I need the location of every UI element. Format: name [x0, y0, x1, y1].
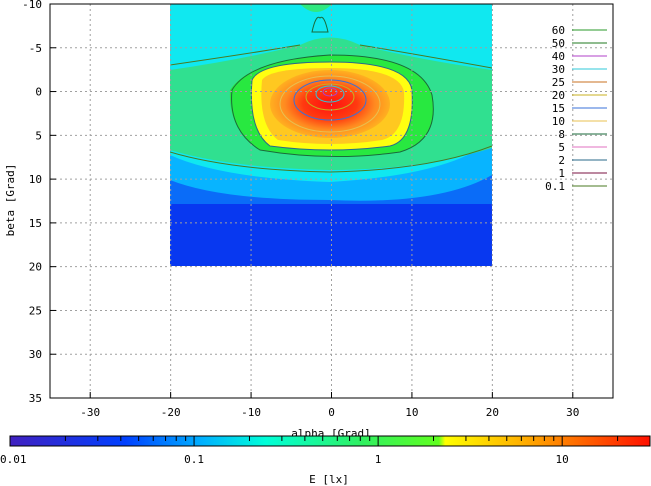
y-axis-ticks: -10 -5 0 5 10 15 20 25 30 35 — [22, 0, 56, 405]
y-tick-label: 5 — [35, 129, 42, 142]
y-tick-label: 25 — [29, 304, 42, 317]
y-tick-label: 0 — [35, 86, 42, 99]
x-tick-label: 0 — [328, 406, 335, 419]
x-tick-label: 20 — [486, 406, 499, 419]
legend-label: 30 — [552, 63, 565, 76]
legend-label: 2 — [558, 154, 565, 167]
colorbar-tick-label: 1 — [375, 453, 382, 466]
x-tick-label: -10 — [241, 406, 261, 419]
y-tick-label: 20 — [29, 261, 42, 274]
legend-label: 15 — [552, 102, 565, 115]
legend-label: 60 — [552, 24, 565, 37]
y-tick-label: 10 — [29, 173, 42, 186]
legend-label: 10 — [552, 115, 565, 128]
contour-lines — [170, 16, 492, 173]
colorbar-tick-label: 0.01 — [0, 453, 27, 466]
y-axis-label: beta [Grad] — [4, 164, 17, 237]
legend-label: 50 — [552, 37, 565, 50]
colorbar: 0.01 0.1 1 10 E [lx] — [0, 435, 651, 486]
y-tick-label: 35 — [29, 392, 42, 405]
legend-label: 5 — [558, 141, 565, 154]
y-tick-label: 30 — [29, 348, 42, 361]
colorbar-label: E [lx] — [309, 473, 349, 486]
legend-label: 20 — [552, 89, 565, 102]
legend-label: 25 — [552, 76, 565, 89]
legend-label: 1 — [558, 167, 565, 180]
colorbar-tick-label: 0.1 — [184, 453, 204, 466]
y-tick-label: 15 — [29, 217, 42, 230]
x-tick-label: -30 — [80, 406, 100, 419]
colorbar-tick-label: 10 — [556, 453, 569, 466]
y-tick-label: -10 — [22, 0, 42, 11]
x-tick-label: 30 — [566, 406, 579, 419]
colorbar-ticks: 0.01 0.1 1 10 — [0, 436, 651, 466]
x-axis-ticks: -30 -20 -10 0 10 20 30 — [80, 392, 579, 419]
legend-label: 8 — [558, 128, 565, 141]
y-tick-label: -5 — [29, 42, 42, 55]
x-tick-label: -20 — [161, 406, 181, 419]
legend-label: 0.1 — [545, 180, 565, 193]
legend-label: 40 — [552, 50, 565, 63]
x-tick-label: 10 — [405, 406, 418, 419]
